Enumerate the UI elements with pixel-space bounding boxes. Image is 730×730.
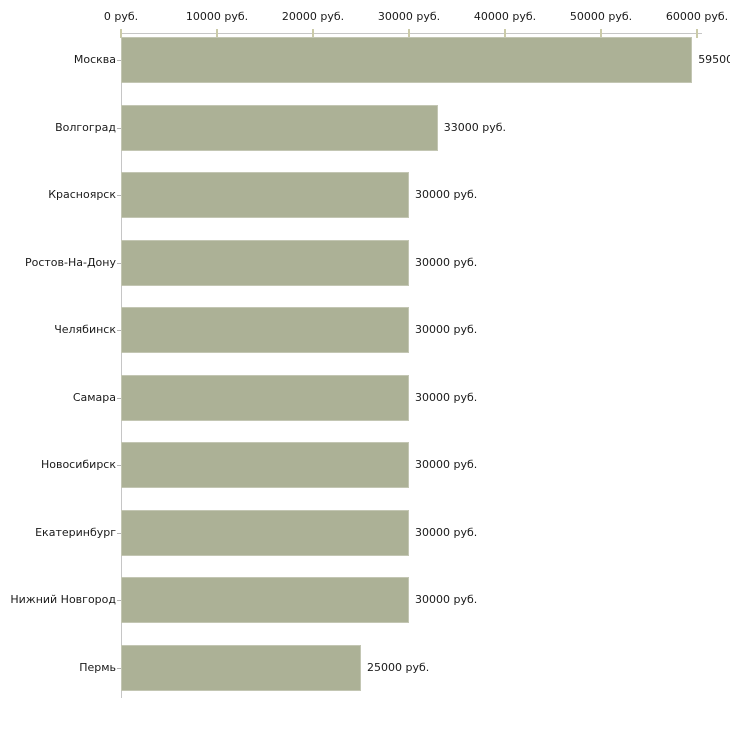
bar-value-label: 30000 руб. bbox=[415, 323, 478, 337]
bar-value-label: 30000 руб. bbox=[415, 390, 478, 404]
y-axis-line bbox=[121, 33, 122, 698]
bar bbox=[121, 104, 438, 151]
x-tick-mark bbox=[696, 29, 698, 38]
category-tick-mark bbox=[117, 668, 121, 669]
category-label: Самара bbox=[72, 390, 116, 404]
category-tick-mark bbox=[117, 600, 121, 601]
category-label: Москва bbox=[73, 53, 116, 66]
x-tick-label: 10000 руб. bbox=[185, 10, 249, 23]
x-tick-label: 60000 руб. bbox=[665, 10, 729, 23]
x-tick-label: 40000 руб. bbox=[473, 10, 537, 23]
bar-value-label: 30000 руб. bbox=[415, 188, 478, 202]
bar bbox=[121, 509, 409, 556]
bar bbox=[121, 577, 409, 624]
bar-value-label: 30000 руб. bbox=[415, 255, 478, 269]
bar bbox=[121, 239, 409, 286]
category-tick-mark bbox=[117, 195, 121, 196]
category-label: Челябинск bbox=[54, 323, 116, 337]
category-tick-mark bbox=[117, 128, 121, 129]
bar bbox=[121, 172, 409, 219]
bar-value-label: 59500 руб. bbox=[698, 53, 730, 66]
bar-value-label: 30000 руб. bbox=[415, 593, 478, 607]
x-axis-line bbox=[121, 33, 702, 34]
bar bbox=[121, 37, 693, 83]
x-tick-mark bbox=[504, 29, 506, 38]
category-tick-mark bbox=[117, 465, 121, 466]
category-label: Пермь bbox=[79, 660, 116, 674]
x-tick-mark bbox=[216, 29, 218, 38]
bar-value-label: 30000 руб. bbox=[415, 525, 478, 539]
bar bbox=[121, 307, 409, 354]
x-tick-mark bbox=[600, 29, 602, 38]
x-tick-label: 0 руб. bbox=[103, 10, 139, 23]
bar-value-label: 30000 руб. bbox=[415, 458, 478, 472]
bar bbox=[121, 442, 409, 489]
x-tick-mark bbox=[312, 29, 314, 38]
category-label: Екатеринбург bbox=[35, 525, 116, 539]
category-label: Новосибирск bbox=[40, 458, 116, 472]
category-tick-mark bbox=[117, 263, 121, 264]
x-tick-mark bbox=[408, 29, 410, 38]
category-tick-mark bbox=[117, 60, 121, 61]
x-tick-mark bbox=[120, 29, 122, 38]
category-tick-mark bbox=[117, 330, 121, 331]
bar-value-label: 33000 руб. bbox=[443, 120, 507, 134]
x-tick-label: 20000 руб. bbox=[281, 10, 345, 23]
bar-value-label: 25000 руб. bbox=[367, 660, 430, 674]
category-label: Нижний Новгород bbox=[10, 593, 116, 607]
category-tick-mark bbox=[117, 398, 121, 399]
bar bbox=[121, 644, 361, 691]
x-tick-label: 50000 руб. bbox=[569, 10, 633, 23]
x-tick-label: 30000 руб. bbox=[377, 10, 441, 23]
category-label: Красноярск bbox=[48, 188, 116, 202]
category-label: Волгоград bbox=[55, 120, 116, 134]
bar bbox=[121, 374, 409, 421]
category-tick-mark bbox=[117, 533, 121, 534]
category-label: Ростов-На-Дону bbox=[24, 255, 116, 269]
